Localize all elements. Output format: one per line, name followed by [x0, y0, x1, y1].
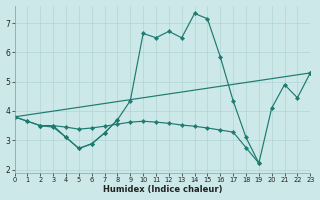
X-axis label: Humidex (Indice chaleur): Humidex (Indice chaleur) [103, 185, 222, 194]
